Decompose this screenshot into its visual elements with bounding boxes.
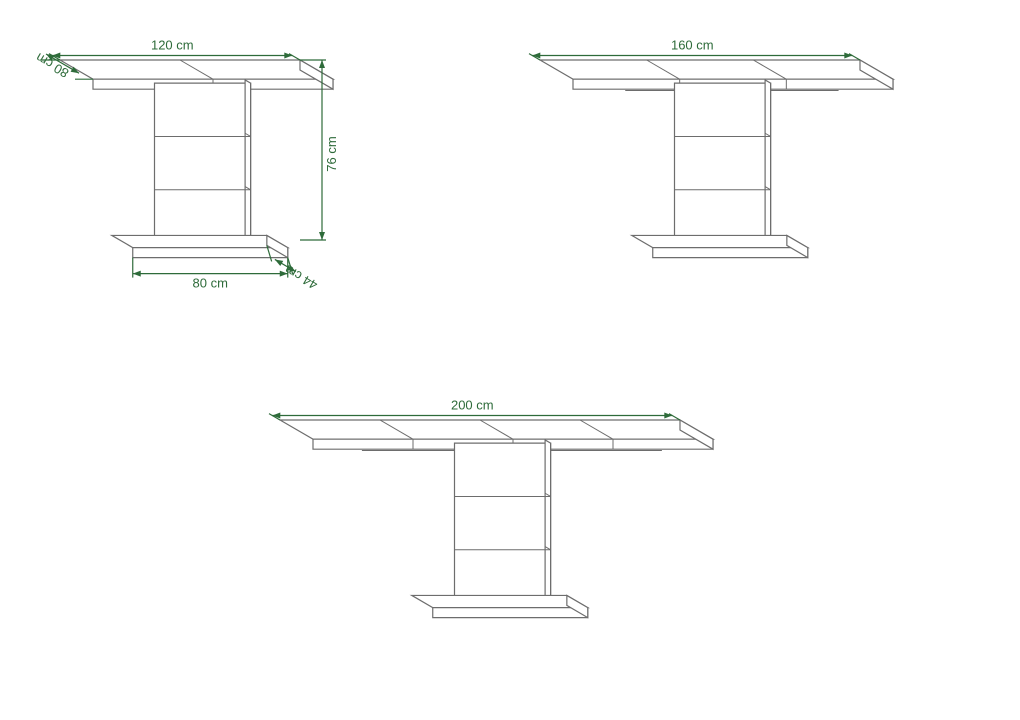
table-compact — [60, 60, 333, 258]
base-front — [433, 608, 588, 618]
dim-ext — [849, 54, 860, 60]
table-extended-1 — [540, 60, 893, 258]
dim-label: 120 cm — [151, 38, 194, 53]
dim-label: 80 cm — [193, 276, 228, 291]
pedestal-side — [545, 440, 551, 603]
table-extended-2 — [280, 420, 713, 618]
pedestal-side — [245, 80, 251, 243]
dim-arrow — [664, 413, 672, 419]
dim-arrow — [133, 271, 141, 277]
dim-ext — [669, 414, 680, 420]
pedestal-side — [765, 80, 771, 243]
base-top — [412, 595, 588, 607]
dim-label: 76 cm — [324, 136, 339, 171]
tabletop-top — [540, 60, 893, 79]
dim-arrow — [844, 53, 852, 59]
base-top — [112, 235, 288, 247]
pedestal-front — [455, 443, 551, 603]
dim-ext — [289, 54, 300, 60]
base-front — [133, 248, 288, 258]
dimension-diagram: 120 cm 80 cm 76 cm 80 cm 44 cm 160 cm 200 cm — [0, 0, 1020, 720]
base-top — [632, 235, 808, 247]
dim-arrow — [284, 53, 292, 59]
base-front — [653, 248, 808, 258]
pedestal-front — [155, 83, 251, 243]
dim-label: 160 cm — [671, 38, 714, 53]
pedestal-front — [675, 83, 771, 243]
dim-label: 44 cm — [282, 262, 320, 293]
dim-label: 80 cm — [33, 50, 71, 81]
dim-arrow — [319, 232, 325, 240]
dim-arrow — [319, 60, 325, 68]
dim-label: 200 cm — [451, 398, 494, 413]
dim-arrow — [275, 259, 283, 266]
